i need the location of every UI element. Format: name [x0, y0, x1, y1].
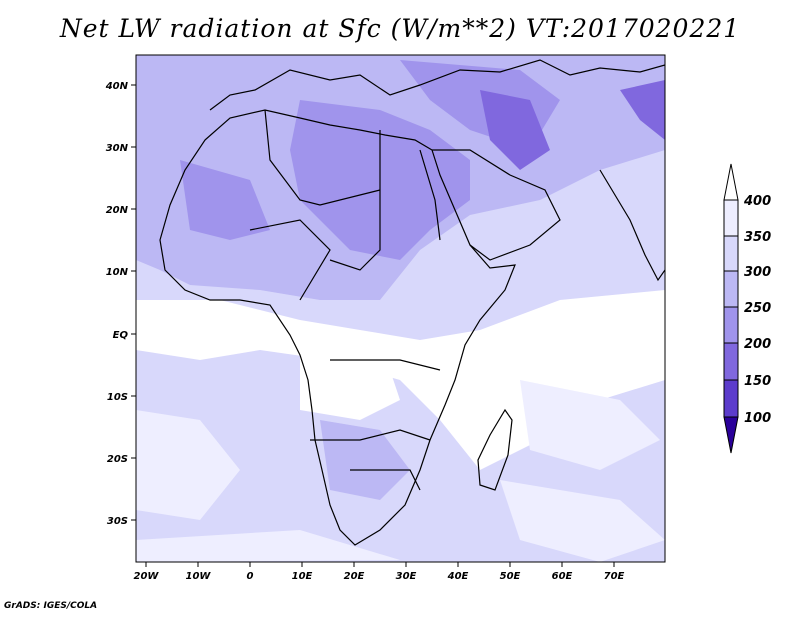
lon-label: 0	[247, 571, 254, 582]
radiation-field	[136, 55, 665, 562]
lon-label: 40E	[447, 571, 469, 582]
colorbar: 400 350 300 250 200 150 100	[723, 163, 771, 454]
colorbar-label: 100	[744, 411, 771, 426]
lon-axis: 20W 10W 0 10E 20E 30E 40E 50E 60E 70E	[134, 562, 625, 582]
lat-label: 10N	[106, 267, 129, 278]
lat-label: 20S	[107, 454, 128, 465]
credit-text: GrADS: IGES/COLA	[4, 601, 98, 611]
map-title: Net LW radiation at Sfc (W/m**2) VT:2017…	[59, 14, 741, 43]
colorbar-label: 350	[744, 230, 771, 245]
lat-axis: 40N 30N 20N 10N EQ 10S 20S 30S	[105, 81, 136, 527]
lon-label: 60E	[552, 571, 573, 582]
colorbar-segment	[723, 342, 739, 381]
coastlines	[159, 59, 665, 546]
colorbar-arrow-top	[723, 163, 739, 201]
lat-label: 30S	[107, 516, 128, 527]
colorbar-arrow-bottom	[723, 416, 739, 454]
colorbar-label: 150	[744, 374, 771, 389]
lon-label: 10E	[292, 571, 313, 582]
plot-frame	[135, 54, 666, 563]
lon-label: 50E	[500, 571, 521, 582]
lat-label: 30N	[106, 143, 129, 154]
colorbar-segment	[723, 235, 739, 272]
lon-label: 20E	[344, 571, 365, 582]
lat-label: EQ	[113, 330, 129, 341]
lon-label: 30E	[396, 571, 417, 582]
colorbar-segment	[723, 270, 739, 308]
colorbar-segment	[723, 199, 739, 237]
colorbar-label: 200	[744, 337, 771, 352]
colorbar-label: 300	[744, 265, 771, 280]
colorbar-label: 250	[744, 301, 771, 316]
lon-label: 20W	[134, 571, 160, 582]
colorbar-label: 400	[743, 194, 771, 209]
lon-label: 10W	[186, 571, 212, 582]
lat-label: 10S	[107, 392, 128, 403]
lat-label: 20N	[106, 205, 129, 216]
lon-label: 70E	[604, 571, 625, 582]
colorbar-segment	[723, 379, 739, 418]
lat-label: 40N	[105, 81, 129, 92]
colorbar-segment	[723, 306, 739, 344]
